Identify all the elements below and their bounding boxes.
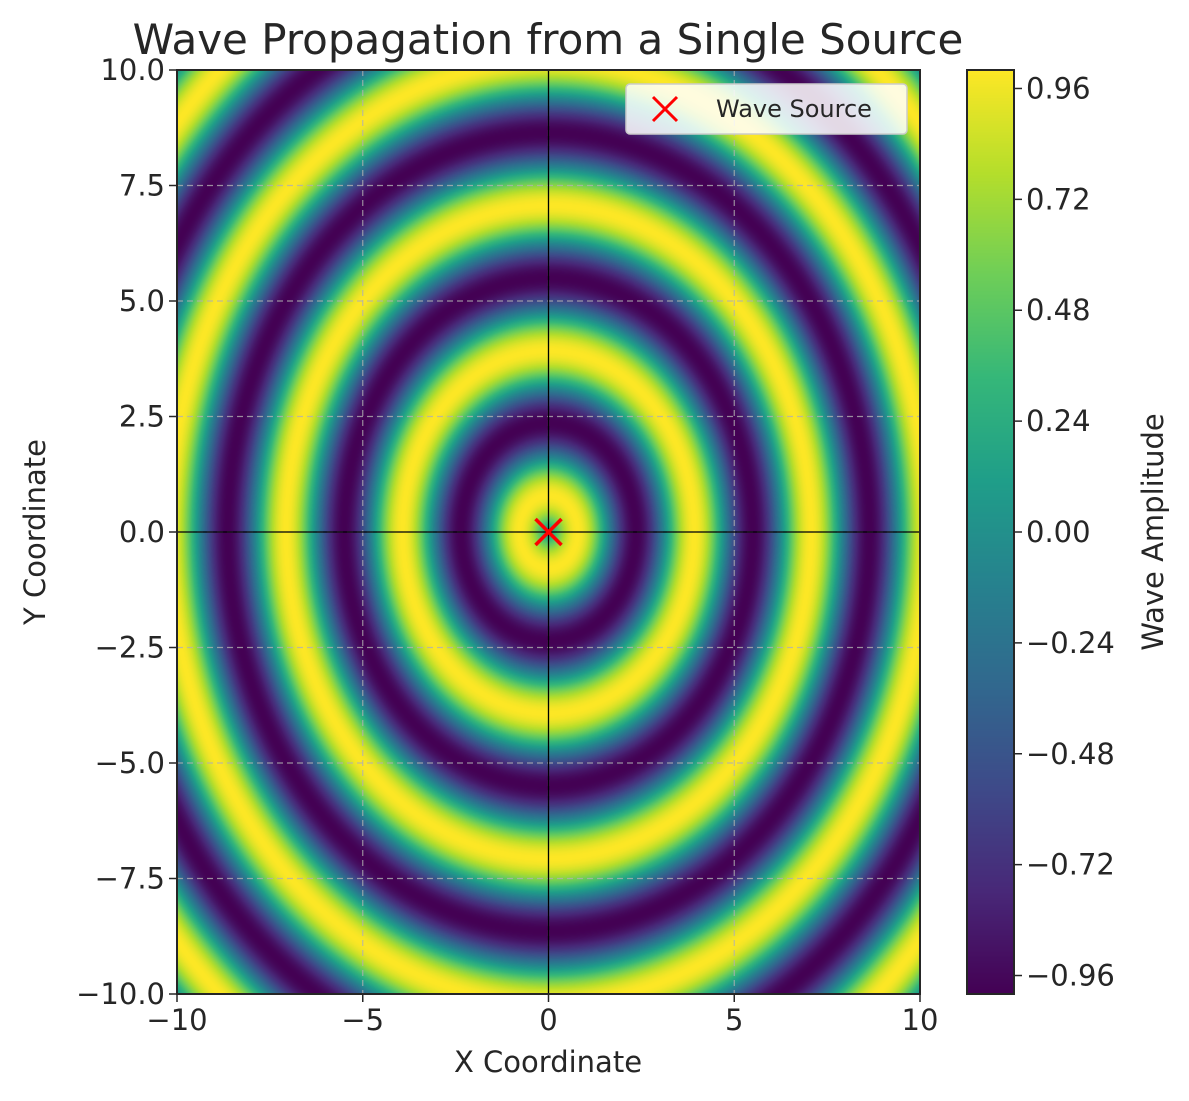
y-tick-label: −10.0: [76, 977, 165, 1011]
colorbar-tick-label: 0.96: [1026, 71, 1091, 105]
colorbar-tick-label: 0.48: [1026, 293, 1091, 327]
y-tick-label: 0.0: [119, 515, 165, 549]
colorbar-tick-label: 0.00: [1026, 515, 1091, 549]
y-tick-label: −2.5: [95, 631, 165, 665]
colorbar-tick-label: 0.72: [1026, 182, 1091, 216]
legend-label-wave-source: Wave Source: [716, 95, 872, 123]
source-x-stroke: [534, 517, 563, 547]
chart-title: Wave Propagation from a Single Source: [133, 15, 964, 64]
x-tick-label: −5: [341, 1003, 384, 1037]
colorbar-gradient: [967, 70, 1014, 994]
x-tick-label: 5: [725, 1003, 743, 1037]
y-tick-label: 7.5: [119, 169, 165, 203]
colorbar-tick-label: 0.24: [1026, 404, 1091, 438]
legend: Wave Source: [625, 83, 908, 135]
colorbar-tick-label: −0.96: [1026, 959, 1115, 993]
y-axis-ticks: 10.0 7.5 5.0 2.5 0.0 −2.5 −5.0 −7.5 −10.0: [76, 53, 177, 1011]
wave-source-marker: [534, 517, 563, 547]
y-tick-label: −5.0: [95, 746, 165, 780]
y-tick-label: 5.0: [119, 284, 165, 318]
y-tick-label: 2.5: [119, 400, 165, 434]
legend-x-icon: [651, 95, 679, 123]
y-tick-label: −7.5: [95, 862, 165, 896]
colorbar-frame: [966, 69, 1015, 995]
colorbar-label: Wave Amplitude: [1136, 413, 1170, 650]
x-tick-label: −10: [146, 1003, 207, 1037]
colorbar-tick-label: −0.48: [1026, 737, 1115, 771]
colorbar-ticks: 0.96 0.72 0.48 0.24 0.00 −0.24 −0.48 −0.72 −0.96: [1014, 71, 1115, 993]
colorbar-tick-label: −0.24: [1026, 626, 1115, 660]
legend-box: [625, 83, 908, 135]
colorbar-tick-label: −0.72: [1026, 848, 1115, 882]
x-tick-label: 10: [902, 1003, 939, 1037]
x-tick-label: 0: [539, 1003, 557, 1037]
x-axis-ticks: −10 −5 0 5 10: [146, 994, 938, 1037]
x-axis-label: X Coordinate: [454, 1045, 642, 1079]
y-tick-label: 10.0: [100, 53, 165, 87]
y-axis-label: Y Coordinate: [18, 439, 52, 626]
